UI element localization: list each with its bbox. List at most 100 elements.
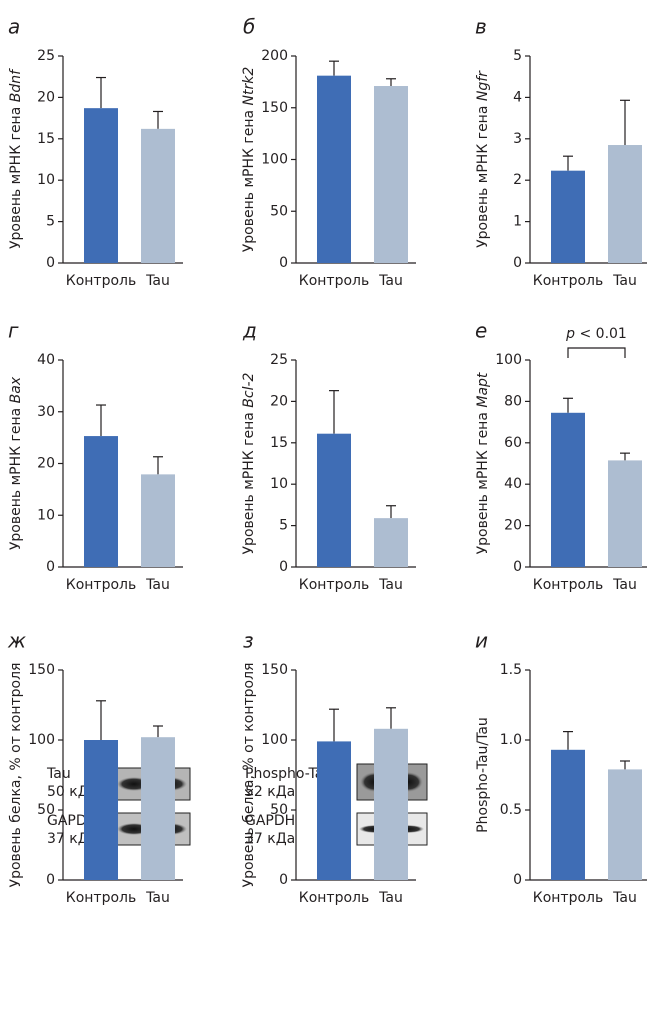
y-tick-label: 30 [37,404,55,420]
y-label-gene: Ngfr [475,70,491,101]
y-label-gene: Bax [8,376,24,403]
y-axis-label: Уровень мРНК гена Bax [8,376,24,550]
bar [317,76,351,263]
y-axis-label: Уровень мРНК гена Bcl-2 [241,372,257,554]
panel-label: а [8,15,20,39]
bar [608,145,642,263]
y-tick-label: 10 [270,476,288,492]
y-tick-label: 3 [513,131,522,147]
y-label-text: Уровень мРНК гена [475,101,491,248]
y-tick-label: 20 [270,393,288,409]
annotation-text: < 0.01 [575,326,627,342]
y-tick-label: 4 [513,89,522,105]
panel-label: д [242,319,257,343]
y-tick-label: 0 [46,255,55,271]
panel: е020406080100Уровень мРНК гена MaptКонтр… [475,319,647,594]
bar [317,434,351,567]
y-tick-label: 5 [513,48,522,64]
y-tick-label: 0 [279,872,288,888]
x-tick-label: Tau [612,890,637,906]
y-tick-label: 60 [504,435,522,451]
panel-label: б [243,15,255,39]
bar [141,129,175,263]
y-tick-label: 50 [270,203,288,219]
x-tick-label: Tau [612,273,637,289]
annotation-symbol: p [565,326,575,342]
x-tick-label: Tau [378,890,403,906]
x-tick-label: Tau [145,273,170,289]
y-tick-label: 80 [504,393,522,409]
y-tick-label: 200 [261,48,288,64]
bar [608,769,642,880]
bar [374,86,408,263]
blot-protein: Tau [46,766,71,782]
y-label-text: Уровень мРНК гена [241,105,257,252]
y-tick-label: 100 [495,352,522,368]
y-tick-label: 0.5 [500,802,522,818]
y-axis-label: Уровень мРНК гена Mapt [475,372,491,554]
y-tick-label: 10 [37,507,55,523]
y-tick-label: 25 [37,48,55,64]
bar [374,729,408,880]
annotation: p < 0.01 [565,326,627,342]
y-tick-label: 2 [513,172,522,188]
significance-bracket [568,348,625,358]
y-tick-label: 100 [28,732,55,748]
x-tick-label: Контроль [66,577,136,593]
bar [608,460,642,567]
x-tick-label: Контроль [299,890,369,906]
y-tick-label: 50 [37,802,55,818]
y-label-gene: Mapt [475,372,491,408]
y-label-gene: Ntrk2 [241,67,257,106]
y-tick-label: 1.5 [500,662,522,678]
y-axis-label: Phospho-Tau/Tau [475,717,491,833]
y-label-text: Уровень белка, % от контроля [241,663,257,888]
bar [551,171,585,263]
x-tick-label: Контроль [299,273,369,289]
y-tick-label: 1.0 [500,732,522,748]
y-tick-label: 0 [513,255,522,271]
y-tick-label: 20 [37,89,55,105]
bar [84,740,118,880]
x-tick-label: Tau [145,577,170,593]
y-label-text: Уровень мРНК гена [475,408,491,555]
bar [317,741,351,880]
y-axis-label: Уровень мРНК гена Bdnf [8,68,24,249]
y-tick-label: 20 [504,518,522,534]
x-tick-label: Tau [145,890,170,906]
bar [551,750,585,880]
y-label-text: Phospho-Tau/Tau [475,717,491,833]
y-tick-label: 0 [46,872,55,888]
y-axis-label: Уровень белка, % от контроля [8,663,24,888]
x-tick-label: Контроль [66,890,136,906]
y-tick-label: 0 [513,872,522,888]
x-tick-label: Контроль [533,273,603,289]
figure: Tau 50 кДа GAPDH 37 кДа Phospho-Tau 52 к… [0,0,647,1017]
y-tick-label: 150 [28,662,55,678]
y-tick-label: 15 [37,131,55,147]
x-tick-label: Tau [612,577,637,593]
bar [141,737,175,880]
y-label-text: Уровень мРНК гена [8,403,24,550]
bar [84,436,118,567]
panel-label: ж [7,629,26,653]
y-tick-label: 20 [37,456,55,472]
y-axis-label: Уровень мРНК гена Ntrk2 [241,67,257,253]
y-tick-label: 0 [513,559,522,575]
y-tick-label: 0 [279,559,288,575]
x-tick-label: Контроль [299,577,369,593]
x-tick-label: Контроль [66,273,136,289]
y-label-text: Уровень мРНК гена [241,408,257,555]
y-axis-label: Уровень мРНК гена Ngfr [475,70,491,248]
y-tick-label: 15 [270,435,288,451]
y-tick-label: 100 [261,152,288,168]
y-label-gene: Bdnf [8,68,24,102]
y-tick-label: 0 [279,255,288,271]
y-label-gene: Bcl-2 [241,372,257,407]
y-tick-label: 40 [37,352,55,368]
y-tick-label: 10 [37,172,55,188]
y-label-text: Уровень мРНК гена [8,102,24,249]
